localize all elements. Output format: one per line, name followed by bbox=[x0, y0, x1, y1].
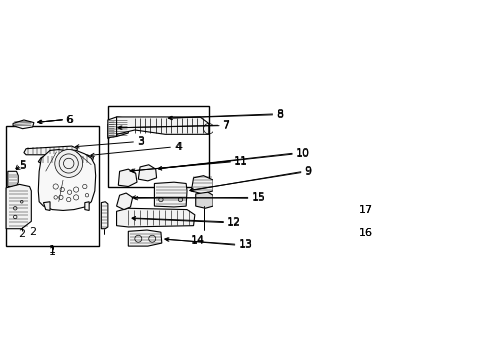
Text: 4: 4 bbox=[174, 142, 181, 152]
Polygon shape bbox=[85, 202, 89, 211]
Polygon shape bbox=[128, 230, 162, 246]
Text: 3: 3 bbox=[137, 137, 144, 147]
Text: 1: 1 bbox=[49, 246, 56, 256]
Text: 14: 14 bbox=[191, 236, 205, 246]
Text: 17: 17 bbox=[359, 204, 373, 215]
Polygon shape bbox=[117, 193, 133, 210]
Polygon shape bbox=[38, 149, 96, 211]
Text: 15: 15 bbox=[251, 193, 266, 203]
Text: 17: 17 bbox=[359, 204, 373, 215]
Text: 6: 6 bbox=[65, 114, 72, 125]
Circle shape bbox=[55, 149, 83, 177]
Text: 9: 9 bbox=[304, 166, 312, 176]
Polygon shape bbox=[6, 184, 31, 229]
Polygon shape bbox=[13, 120, 34, 129]
Polygon shape bbox=[138, 165, 157, 181]
Text: 9: 9 bbox=[304, 167, 312, 177]
Text: 14: 14 bbox=[191, 235, 205, 245]
Text: 1: 1 bbox=[49, 247, 56, 257]
Text: 8: 8 bbox=[276, 110, 283, 120]
Text: 8: 8 bbox=[276, 109, 283, 119]
Text: 2: 2 bbox=[29, 227, 36, 237]
Text: 2: 2 bbox=[18, 229, 25, 239]
Text: 6: 6 bbox=[66, 114, 73, 125]
Text: 10: 10 bbox=[296, 149, 310, 159]
Text: 11: 11 bbox=[234, 157, 248, 167]
Text: 7: 7 bbox=[222, 120, 229, 130]
Polygon shape bbox=[44, 202, 50, 211]
Polygon shape bbox=[192, 176, 213, 194]
Polygon shape bbox=[108, 117, 128, 138]
Text: 5: 5 bbox=[19, 161, 25, 171]
Polygon shape bbox=[118, 169, 137, 186]
Text: 16: 16 bbox=[359, 228, 373, 238]
Polygon shape bbox=[38, 155, 94, 163]
Text: 13: 13 bbox=[238, 239, 252, 249]
Text: 10: 10 bbox=[296, 148, 310, 158]
Polygon shape bbox=[8, 171, 18, 186]
Polygon shape bbox=[101, 202, 108, 229]
Text: 12: 12 bbox=[227, 218, 241, 228]
Polygon shape bbox=[117, 208, 195, 227]
Text: 4: 4 bbox=[175, 141, 182, 152]
Text: 5: 5 bbox=[19, 160, 25, 170]
Polygon shape bbox=[108, 120, 115, 139]
Text: 13: 13 bbox=[238, 240, 252, 250]
Text: 11: 11 bbox=[234, 156, 248, 166]
Polygon shape bbox=[196, 192, 213, 208]
Text: 7: 7 bbox=[222, 121, 229, 131]
Text: 3: 3 bbox=[137, 136, 144, 146]
Text: 15: 15 bbox=[251, 192, 266, 202]
Polygon shape bbox=[24, 146, 77, 155]
Polygon shape bbox=[154, 182, 187, 207]
Polygon shape bbox=[117, 117, 209, 136]
Text: 12: 12 bbox=[227, 217, 241, 227]
Text: 16: 16 bbox=[359, 228, 373, 238]
